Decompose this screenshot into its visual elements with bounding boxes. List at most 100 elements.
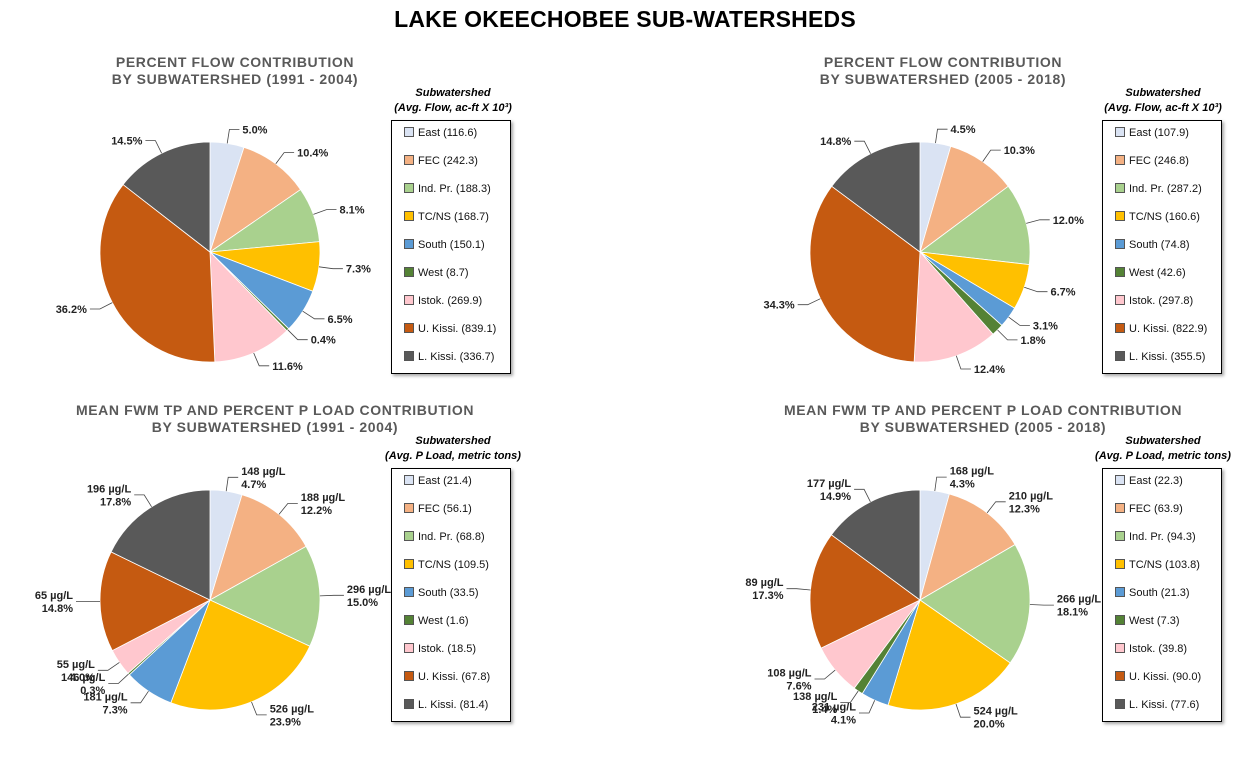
legend-item-fec: FEC (63.9) xyxy=(1115,503,1183,515)
legend-label: U. Kissi. (839.1) xyxy=(418,323,497,335)
legend-label: U. Kissi. (67.8) xyxy=(418,671,491,683)
legend-swatch xyxy=(404,643,414,654)
data-label-l-kissi: 14.8% xyxy=(820,136,851,148)
data-label-east: 148 µg/L 4.7% xyxy=(241,466,286,491)
legend-swatch xyxy=(404,559,414,570)
data-label-tc-ns: 6.7% xyxy=(1051,287,1076,299)
legend-label: West (7.3) xyxy=(1129,615,1180,627)
data-label-south: 181 µg/L 7.3% xyxy=(83,691,128,716)
legend-label: L. Kissi. (355.5) xyxy=(1129,351,1206,363)
chart-subtitle-line: BY SUBWATERSHED (2005 - 2018) xyxy=(859,419,1107,435)
legend-label: East (116.6) xyxy=(418,127,478,139)
leader-line xyxy=(134,494,152,508)
pie-slice-tc-ns xyxy=(887,599,1011,711)
leader-line xyxy=(97,662,120,671)
chart-subtitle-line: BY SUBWATERSHED (1991 - 2004) xyxy=(111,71,359,87)
data-label-tc-ns: 7.3% xyxy=(346,264,371,276)
legend-swatch xyxy=(404,267,414,278)
legend-swatch xyxy=(404,127,414,138)
legend-item-tc-ns: TC/NS (160.6) xyxy=(1115,211,1200,223)
legend-label: South (21.3) xyxy=(1129,587,1190,599)
legend-swatch xyxy=(1115,699,1125,710)
legend-swatch xyxy=(404,155,414,166)
data-label-fec: 10.3% xyxy=(1004,145,1035,157)
data-label-ind-pr: 296 µg/L 15.0% xyxy=(347,584,392,609)
data-label-west: 138 µg/L 1.4% xyxy=(793,691,838,716)
pie-slice-fec xyxy=(209,146,302,253)
legend-label: TC/NS (160.6) xyxy=(1129,211,1200,223)
legend-item-u-kissi: U. Kissi. (839.1) xyxy=(404,323,496,335)
leader-line xyxy=(840,690,859,703)
legend-label: East (22.3) xyxy=(1129,475,1183,487)
legend-label: Ind. Pr. (68.8) xyxy=(418,531,485,543)
legend-label: L. Kissi. (336.7) xyxy=(418,351,495,363)
legend-label: Istok. (18.5) xyxy=(418,643,477,655)
legend-item-fec: FEC (56.1) xyxy=(404,503,472,515)
legend-item-west: West (1.6) xyxy=(404,615,469,627)
data-label-west: 0.4% xyxy=(311,335,336,347)
pie-slice-u-kissi xyxy=(99,551,211,652)
legend-item-ind-pr: Ind. Pr. (287.2) xyxy=(1115,183,1202,195)
leader-line xyxy=(302,310,325,320)
leader-line xyxy=(997,329,1018,341)
legend-title: Subwatershed (Avg. Flow, ac-ft X 10³) xyxy=(378,86,528,116)
data-label-west: 1.8% xyxy=(1021,335,1046,347)
data-label-istok: 55 µg/L 4.0% xyxy=(57,659,95,684)
leader-line xyxy=(1008,316,1030,326)
legend-item-u-kissi: U. Kissi. (822.9) xyxy=(1115,323,1207,335)
pie-slice-l-kissi xyxy=(831,141,921,253)
legend-swatch xyxy=(1115,475,1125,486)
legend-item-u-kissi: U. Kissi. (90.0) xyxy=(1115,671,1201,683)
legend-box: East (21.4) FEC (56.1) Ind. Pr. (68.8) TC/N… xyxy=(391,468,511,722)
legend-title: Subwatershed (Avg. Flow, ac-ft X 10³) xyxy=(1088,86,1238,116)
data-label-u-kissi: 65 µg/L 14.8% xyxy=(35,590,73,615)
leader-line xyxy=(786,588,811,591)
legend-label: FEC (246.8) xyxy=(1129,155,1189,167)
legend-swatch xyxy=(1115,323,1125,334)
legend-title-line: Subwatershed xyxy=(415,435,491,447)
data-label-south: 231 µg/L 4.1% xyxy=(812,702,857,727)
legend-item-fec: FEC (246.8) xyxy=(1115,155,1189,167)
data-label-south: 3.1% xyxy=(1033,320,1058,332)
legend-item-west: West (42.6) xyxy=(1115,267,1186,279)
leader-line xyxy=(1029,604,1054,606)
legend-item-west: West (8.7) xyxy=(404,267,469,279)
legend-label: East (21.4) xyxy=(418,475,472,487)
legend-label: South (33.5) xyxy=(418,587,479,599)
legend-label: Istok. (39.8) xyxy=(1129,643,1188,655)
legend-swatch xyxy=(1115,615,1125,626)
legend-swatch xyxy=(1115,211,1125,222)
legend-swatch xyxy=(404,295,414,306)
chart-title-line: PERCENT FLOW CONTRIBUTION xyxy=(823,54,1063,70)
legend-label: TC/NS (103.8) xyxy=(1129,559,1200,571)
leader-line xyxy=(253,352,270,367)
data-label-l-kissi: 14.5% xyxy=(111,136,142,148)
legend-swatch xyxy=(1115,671,1125,682)
leader-line xyxy=(313,209,337,215)
legend-swatch xyxy=(404,699,414,710)
legend-swatch xyxy=(404,183,414,194)
pie-slice-ind-pr xyxy=(919,544,1031,664)
legend-swatch xyxy=(1115,267,1125,278)
leader-line xyxy=(1026,219,1050,224)
legend-swatch xyxy=(404,503,414,514)
leader-line xyxy=(1024,286,1048,293)
legend-subtitle-line: (Avg. Flow, ac-ft X 10³) xyxy=(394,102,512,114)
legend-swatch xyxy=(1115,587,1125,598)
leader-line xyxy=(935,128,948,144)
legend-label: Istok. (297.8) xyxy=(1129,295,1194,307)
legend-swatch xyxy=(404,211,414,222)
legend-swatch xyxy=(1115,351,1125,362)
legend-label: Istok. (269.9) xyxy=(418,295,483,307)
chart-subtitle-line: BY SUBWATERSHED (1991 - 2004) xyxy=(151,419,399,435)
pie-slice-l-kissi xyxy=(110,489,211,601)
chart-title-pload-2005: MEAN FWM TP AND PERCENT P LOAD CONTRIBUT… xyxy=(728,402,1238,436)
legend-item-east: East (22.3) xyxy=(1115,475,1183,487)
data-label-south: 6.5% xyxy=(328,314,353,326)
data-label-tc-ns: 524 µg/L 20.0% xyxy=(974,706,1019,731)
legend-item-east: East (116.6) xyxy=(404,127,477,139)
data-label-fec: 188 µg/L 12.2% xyxy=(301,492,346,517)
chart-title-flow-2005: PERCENT FLOW CONTRIBUTION BY SUBWATERSHE… xyxy=(728,54,1158,88)
data-label-l-kissi: 196 µg/L 17.8% xyxy=(87,483,132,508)
